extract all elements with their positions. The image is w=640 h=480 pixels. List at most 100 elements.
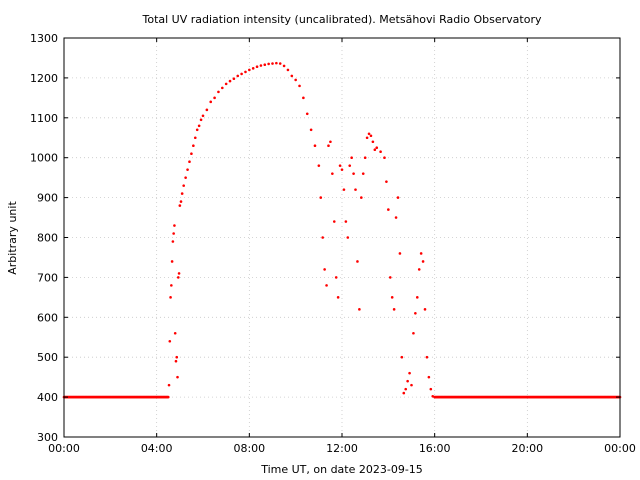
data-point	[340, 168, 344, 171]
data-point	[369, 134, 373, 138]
data-point	[173, 224, 176, 227]
data-point	[201, 114, 205, 118]
data-point	[390, 296, 394, 299]
data-point	[338, 164, 342, 167]
data-point	[412, 331, 415, 335]
data-point	[342, 188, 346, 191]
data-point	[255, 65, 259, 69]
y-axis-label: Arbitrary unit	[6, 201, 19, 275]
data-point	[421, 260, 425, 263]
data-point	[408, 371, 411, 375]
data-point	[336, 296, 340, 299]
data-point	[419, 252, 423, 255]
data-point	[404, 387, 408, 391]
data-point	[166, 395, 170, 399]
data-point	[313, 144, 317, 148]
y-tick-label: 1100	[30, 112, 58, 125]
data-point	[290, 74, 294, 78]
data-point	[379, 150, 382, 154]
data-point	[267, 62, 270, 66]
data-point	[356, 260, 359, 263]
gridlines	[64, 38, 620, 437]
data-point	[360, 196, 363, 199]
data-point	[175, 355, 179, 359]
data-point	[387, 208, 390, 211]
data-point	[417, 268, 421, 271]
data-point	[286, 68, 290, 72]
x-tick-label: 20:00	[511, 442, 543, 455]
data-point	[217, 90, 220, 94]
data-point	[190, 152, 193, 156]
y-tick-label: 800	[37, 232, 58, 245]
data-point	[361, 172, 365, 175]
data-point	[392, 308, 396, 311]
data-point	[334, 276, 338, 279]
data-point	[427, 375, 431, 379]
data-point	[170, 260, 174, 263]
data-point	[365, 136, 369, 140]
data-point	[192, 144, 195, 148]
data-point	[317, 164, 321, 167]
data-point	[169, 296, 172, 299]
x-tick-label: 12:00	[326, 442, 358, 455]
data-point	[251, 67, 255, 70]
data-points	[62, 61, 622, 399]
data-point	[354, 188, 357, 191]
data-point	[177, 272, 181, 275]
data-point	[332, 220, 336, 223]
x-tick-label: 00:00	[604, 442, 636, 455]
data-point	[244, 70, 247, 74]
data-point	[182, 184, 185, 187]
data-point	[346, 236, 350, 239]
data-point	[298, 84, 301, 88]
data-point	[213, 96, 216, 100]
data-point	[240, 72, 243, 76]
data-point	[171, 240, 175, 243]
y-axis-ticks: 300 400 500 600 700 800 900 1000 1100 1200 1300	[30, 32, 620, 444]
data-point	[305, 112, 309, 116]
data-point	[327, 144, 330, 148]
data-point	[388, 276, 392, 279]
y-tick-label: 600	[37, 311, 58, 324]
data-point	[331, 172, 334, 175]
data-point	[394, 216, 398, 219]
data-point	[275, 61, 278, 65]
data-point	[188, 160, 191, 163]
data-point	[348, 164, 352, 167]
data-point	[168, 339, 172, 343]
data-point	[248, 68, 251, 72]
data-point	[197, 124, 201, 128]
data-point	[205, 108, 209, 112]
data-point	[367, 132, 371, 136]
data-point	[385, 180, 388, 183]
data-point	[423, 308, 427, 311]
data-point	[232, 77, 236, 80]
data-point	[170, 284, 173, 287]
data-point	[363, 156, 367, 159]
data-point	[193, 136, 197, 140]
data-point	[176, 276, 180, 279]
y-tick-label: 700	[37, 271, 58, 284]
data-point	[236, 74, 240, 78]
data-point	[180, 192, 184, 195]
data-point	[358, 308, 361, 311]
data-point	[309, 128, 313, 132]
data-point	[410, 383, 413, 387]
data-point	[415, 296, 419, 299]
x-tick-label: 00:00	[48, 442, 80, 455]
data-point	[173, 331, 177, 335]
y-tick-label: 500	[37, 351, 58, 364]
y-tick-label: 400	[37, 391, 58, 404]
data-point	[263, 63, 267, 67]
data-point	[282, 64, 286, 68]
data-point	[329, 140, 332, 144]
data-point	[350, 156, 353, 159]
data-point	[172, 232, 175, 235]
data-point	[344, 220, 348, 223]
data-point	[402, 391, 406, 395]
data-point	[425, 355, 429, 359]
data-point	[186, 168, 189, 171]
data-point	[414, 312, 417, 315]
x-tick-label: 08:00	[233, 442, 265, 455]
